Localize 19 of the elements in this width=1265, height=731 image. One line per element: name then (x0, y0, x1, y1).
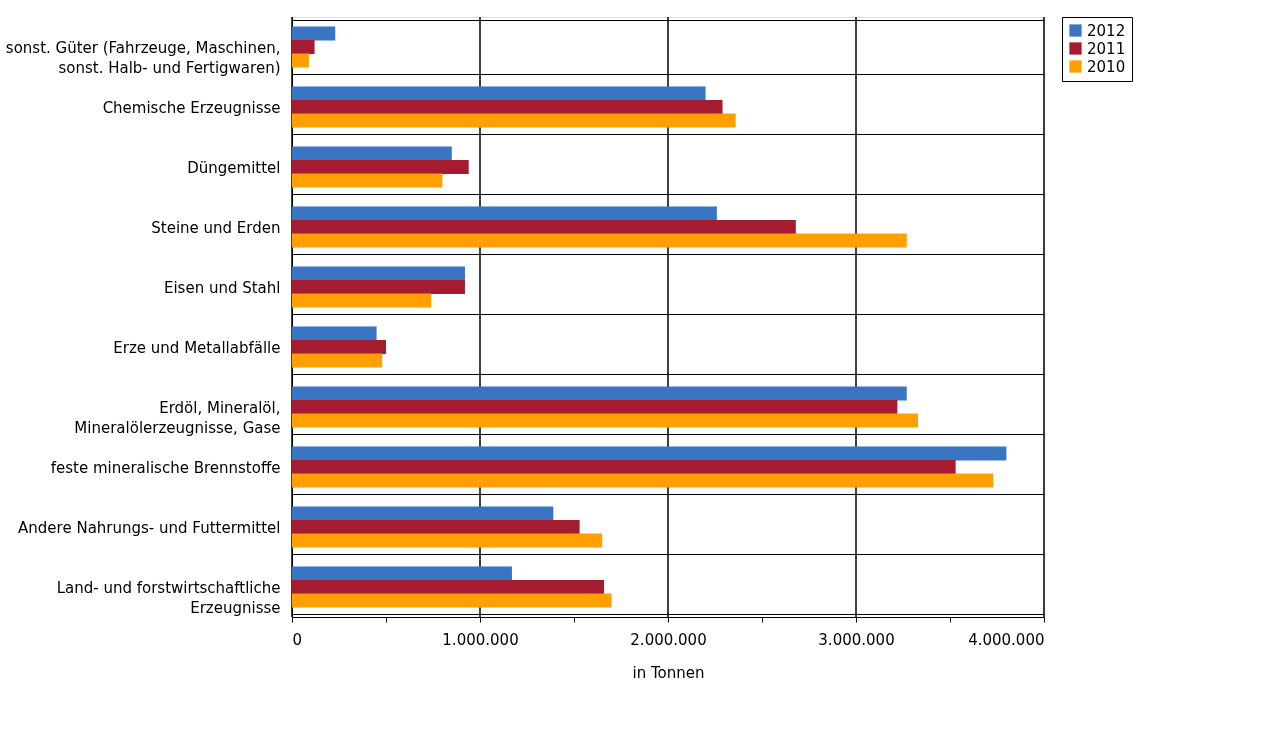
y-tick-label: Erdöl, Mineralöl, Mineralölerzeugnisse, Gase (74, 398, 281, 437)
y-tick-label: Erze und Metallabfälle (113, 338, 281, 357)
x-tick-label: 1.000.000 (442, 630, 519, 649)
y-tick-label: Eisen und Stahl (163, 278, 281, 297)
legend-label: 2010 (1087, 57, 1126, 76)
y-tick-label: Düngemittel (187, 158, 281, 177)
y-tick-label: Steine und Erden (151, 218, 281, 237)
x-axis-title: in Tonnen (632, 663, 705, 682)
y-tick-label: Land- und forstwirtschaftliche Erzeugnisse (56, 578, 281, 617)
x-tick-label: 4.000.000 (968, 630, 1045, 649)
y-tick-label: feste mineralische Brennstoffe (50, 458, 281, 477)
x-tick-label: 0 (292, 630, 303, 649)
y-tick-label: Andere Nahrungs- und Futtermittel (18, 518, 281, 537)
y-tick-label: Chemische Erzeugnisse (102, 98, 281, 117)
x-tick-label: 3.000.000 (818, 630, 895, 649)
x-tick-label: 2.000.000 (630, 630, 707, 649)
y-tick-label: sonst. Güter (Fahrzeuge, Maschinen, sonst. Halb- und Fertigwaren) (5, 38, 281, 77)
legend-label: 2011 (1087, 39, 1126, 58)
legend-label: 2012 (1087, 21, 1126, 40)
